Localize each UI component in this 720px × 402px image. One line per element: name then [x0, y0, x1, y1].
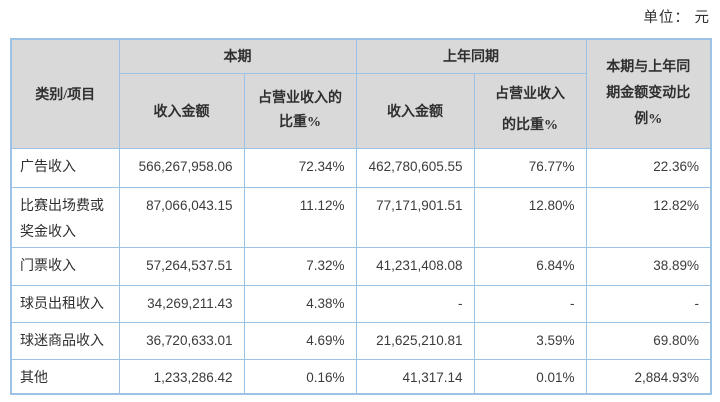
current-pct-cell: 0.16%	[243, 358, 357, 395]
category-cell: 球迷商品收入	[10, 321, 120, 360]
change-pct-cell: -	[585, 284, 712, 323]
prior-pct-cell: 6.84%	[473, 246, 587, 286]
table-row: 广告收入 566,267,958.06 72.34% 462,780,605.5…	[10, 147, 712, 188]
current-pct-cell: 72.34%	[243, 147, 357, 188]
change-pct-cell: 22.36%	[585, 147, 712, 188]
category-cell: 门票收入	[10, 246, 120, 286]
change-pct-cell: 38.89%	[585, 246, 712, 286]
prior-pct-cell: 76.77%	[473, 147, 587, 188]
prior-pct-cell: 12.80%	[473, 186, 587, 248]
table-row: 门票收入 57,264,537.51 7.32% 41,231,408.08 6…	[10, 246, 712, 286]
table-row: 球迷商品收入 36,720,633.01 4.69% 21,625,210.81…	[10, 321, 712, 360]
prior-amount-cell: 41,231,408.08	[355, 246, 475, 286]
current-period-group-header: 本期	[118, 38, 357, 74]
prior-pct-cell: 0.01%	[473, 358, 587, 395]
change-pct-cell: 12.82%	[585, 186, 712, 248]
prior-amount-cell: 462,780,605.55	[355, 147, 475, 188]
change-ratio-header: 本期与上年同 期金额变动比 例%	[585, 38, 712, 149]
category-cell: 比赛出场费或 奖金收入	[10, 186, 120, 248]
header-row-groups: 类别/项目 本期 上年同期 本期与上年同 期金额变动比 例%	[10, 38, 712, 149]
prior-pct-cell: -	[473, 284, 587, 323]
revenue-table: 类别/项目 本期 上年同期 本期与上年同 期金额变动比 例% 收入金额 占营业收…	[10, 38, 712, 395]
current-pct-cell: 4.69%	[243, 321, 357, 360]
current-amount-cell: 566,267,958.06	[118, 147, 245, 188]
table-body: 广告收入 566,267,958.06 72.34% 462,780,605.5…	[10, 147, 712, 395]
table-row: 球员出租收入 34,269,211.43 4.38% - - -	[10, 284, 712, 323]
prior-amount-cell: 77,171,901.51	[355, 186, 475, 248]
current-amount-cell: 57,264,537.51	[118, 246, 245, 286]
table-header: 类别/项目 本期 上年同期 本期与上年同 期金额变动比 例% 收入金额 占营业收…	[10, 38, 712, 149]
current-pct-cell: 4.38%	[243, 284, 357, 323]
prior-amount-cell: 41,317.14	[355, 358, 475, 395]
unit-label: 单位： 元	[643, 10, 710, 26]
table-row: 比赛出场费或 奖金收入 87,066,043.15 11.12% 77,171,…	[10, 186, 712, 248]
header-row-subcolumns: 收入金额 占营业收入的 比重% 收入金额 占营业收入 的比重%	[11, 72, 711, 149]
current-pct-cell: 11.12%	[243, 186, 357, 248]
current-amount-cell: 87,066,043.15	[118, 186, 245, 248]
current-amount-cell: 1,233,286.42	[118, 358, 245, 395]
prior-pct-header: 占营业收入 的比重%	[473, 72, 587, 149]
change-pct-cell: 69.80%	[585, 321, 712, 360]
prior-amount-cell: 21,625,210.81	[355, 321, 475, 360]
corner-header-cell: 类别/项目	[10, 38, 120, 149]
current-amount-cell: 36,720,633.01	[118, 321, 245, 360]
current-amount-cell: 34,269,211.43	[118, 284, 245, 323]
prior-amount-cell: -	[355, 284, 475, 323]
current-pct-cell: 7.32%	[243, 246, 357, 286]
current-pct-header: 占营业收入的 比重%	[243, 72, 357, 149]
prior-amount-header: 收入金额	[355, 72, 475, 149]
category-cell: 其他	[10, 358, 120, 395]
current-amount-header: 收入金额	[118, 72, 245, 149]
table-row: 其他 1,233,286.42 0.16% 41,317.14 0.01% 2,…	[10, 358, 712, 395]
category-cell: 广告收入	[10, 147, 120, 188]
prior-period-group-header: 上年同期	[355, 38, 587, 74]
prior-pct-cell: 3.59%	[473, 321, 587, 360]
category-cell: 球员出租收入	[10, 284, 120, 323]
change-pct-cell: 2,884.93%	[585, 358, 712, 395]
